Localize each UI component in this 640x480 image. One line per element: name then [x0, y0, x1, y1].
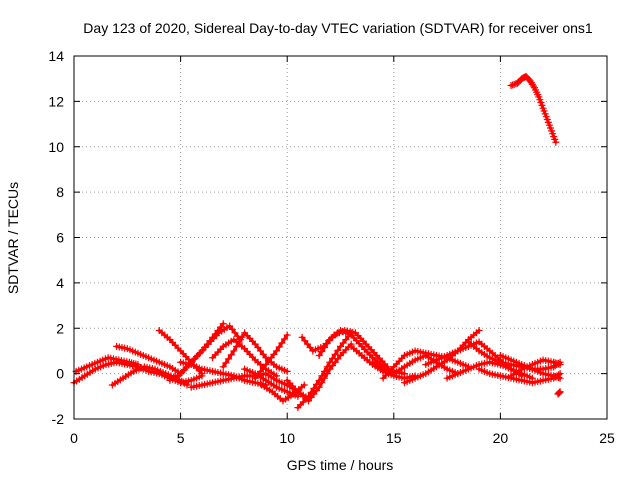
data-point — [283, 331, 291, 339]
series-track-o — [251, 331, 291, 382]
x-tick-label: 10 — [279, 430, 295, 446]
y-tick-label: 6 — [56, 230, 64, 246]
data-point — [230, 347, 238, 355]
data-point — [235, 338, 243, 346]
axis-ticks — [73, 55, 608, 420]
series-track-q — [294, 329, 355, 412]
data-point — [281, 335, 289, 343]
chart-title: Day 123 of 2020, Sidereal Day-to-day VTE… — [83, 20, 593, 36]
data-point — [307, 388, 315, 396]
data-point — [300, 381, 308, 389]
data-point — [315, 351, 323, 359]
data-point — [310, 384, 318, 392]
y-tick-label: 14 — [48, 48, 64, 64]
grid — [74, 56, 607, 419]
series-track-k — [219, 329, 291, 375]
data-point — [183, 381, 191, 389]
y-tick-label: 10 — [48, 139, 64, 155]
data-point — [225, 355, 233, 363]
series-track-b — [72, 354, 142, 375]
data-point — [552, 138, 560, 146]
y-tick-labels: -2 0 2 4 6 8 10 12 14 — [48, 48, 64, 427]
data-point — [219, 320, 227, 328]
data-point — [283, 367, 291, 375]
data-point — [238, 333, 246, 341]
x-tick-label: 0 — [70, 430, 78, 446]
x-tick-label: 20 — [493, 430, 509, 446]
series-track-ac — [507, 356, 564, 380]
data-point — [227, 351, 235, 359]
x-tick-label: 5 — [177, 430, 185, 446]
data-point — [334, 346, 342, 354]
series-track-c — [108, 363, 191, 389]
data-point — [305, 392, 313, 400]
y-tick-label: -2 — [52, 411, 65, 427]
data-point — [331, 350, 339, 358]
data-point — [222, 359, 230, 367]
y-tick-label: 2 — [56, 320, 64, 336]
data-point — [278, 339, 286, 347]
series-track-i — [187, 370, 270, 391]
x-tick-labels: 0 5 10 15 20 25 — [70, 430, 615, 446]
data-point — [529, 82, 537, 90]
y-tick-label: 12 — [48, 93, 64, 109]
y-axis-label: SDTVAR / TECUs — [5, 182, 21, 294]
data-point — [475, 327, 483, 335]
series-track-g — [172, 322, 244, 382]
data-point — [219, 363, 227, 371]
series-track-ad — [554, 388, 564, 398]
data-point — [321, 367, 329, 375]
data-point — [329, 354, 337, 362]
series-track-r — [298, 327, 391, 371]
x-axis-label: GPS time / hours — [287, 457, 394, 473]
x-tick-label: 25 — [599, 430, 615, 446]
data-point — [315, 376, 323, 384]
y-tick-label: 4 — [56, 275, 64, 291]
data-point — [556, 388, 564, 396]
data-point — [323, 340, 331, 348]
data-point — [326, 358, 334, 366]
y-tick-label: 0 — [56, 366, 64, 382]
y-tick-label: 8 — [56, 184, 64, 200]
data-point — [275, 343, 283, 351]
data-point — [273, 347, 281, 355]
data-point — [318, 348, 326, 356]
data-point — [313, 380, 321, 388]
data-point — [321, 344, 329, 352]
data-point — [233, 342, 241, 350]
data-point — [556, 361, 564, 369]
data-point — [318, 372, 326, 380]
series-track-high — [507, 72, 560, 146]
data-point — [556, 374, 564, 382]
series-track-d — [113, 342, 185, 378]
data-point — [323, 363, 331, 371]
data-points — [70, 72, 564, 412]
x-tick-label: 15 — [386, 430, 402, 446]
data-point — [134, 361, 142, 369]
